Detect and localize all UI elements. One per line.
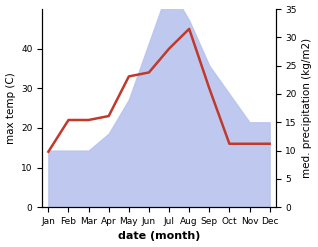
Y-axis label: med. precipitation (kg/m2): med. precipitation (kg/m2) [302,38,313,178]
X-axis label: date (month): date (month) [118,231,200,242]
Y-axis label: max temp (C): max temp (C) [5,72,16,144]
